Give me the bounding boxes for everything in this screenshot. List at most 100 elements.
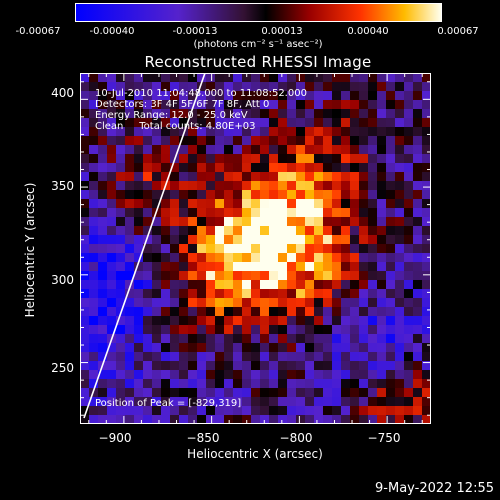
heatmap-cell: [332, 253, 342, 263]
heatmap-cell: [89, 253, 99, 263]
heatmap-cell: [413, 181, 423, 191]
heatmap-cell: [296, 181, 306, 191]
heatmap-cell: [152, 100, 162, 110]
heatmap-cell: [359, 397, 369, 407]
algorithm-counts-annotation: Clean Total counts: 4.80E+03: [95, 121, 256, 132]
heatmap-cell: [107, 298, 117, 308]
heatmap-cell: [89, 334, 99, 344]
heatmap-cell: [125, 271, 135, 281]
heatmap-cell: [377, 415, 387, 424]
heatmap-cell: [170, 118, 180, 128]
heatmap-cell: [395, 406, 405, 416]
heatmap-cell: [341, 154, 351, 164]
heatmap-cell: [260, 73, 270, 83]
heatmap-cell: [107, 217, 117, 227]
heatmap-cell: [386, 190, 396, 200]
heatmap-cell: [350, 406, 360, 416]
heatmap-cell: [395, 352, 405, 362]
heatmap-cell: [242, 208, 252, 218]
heatmap-cell: [179, 289, 189, 299]
heatmap-cell: [206, 415, 216, 424]
heatmap-cell: [341, 91, 351, 101]
heatmap-cell: [116, 163, 126, 173]
heatmap-cell: [161, 82, 171, 92]
heatmap-cell: [341, 397, 351, 407]
heatmap-cell: [143, 181, 153, 191]
heatmap-cell: [233, 118, 243, 128]
heatmap-cell: [242, 334, 252, 344]
heatmap-cell: [80, 298, 90, 308]
heatmap-cell: [359, 316, 369, 326]
heatmap-cell: [251, 379, 261, 389]
heatmap-cell: [287, 271, 297, 281]
heatmap-cell: [413, 163, 423, 173]
heatmap-cell: [161, 298, 171, 308]
heatmap-cell: [125, 388, 135, 398]
heatmap-cell: [215, 289, 225, 299]
heatmap-cell: [215, 127, 225, 137]
heatmap-cell: [404, 316, 414, 326]
heatmap-cell: [269, 262, 279, 272]
heatmap-cell: [206, 244, 216, 254]
heatmap-cell: [170, 100, 180, 110]
heatmap-cell: [134, 343, 144, 353]
heatmap-cell: [251, 307, 261, 317]
heatmap-cell: [224, 352, 234, 362]
heatmap-cell: [278, 334, 288, 344]
heatmap-cell: [107, 415, 117, 424]
heatmap-cell: [359, 73, 369, 83]
heatmap-cell: [125, 415, 135, 424]
heatmap-cell: [116, 406, 126, 416]
heatmap-cell: [332, 370, 342, 380]
heatmap-cell: [386, 271, 396, 281]
heatmap-cell: [359, 361, 369, 371]
heatmap-cell: [296, 199, 306, 209]
heatmap-cell: [332, 316, 342, 326]
heatmap-cell: [233, 172, 243, 182]
heatmap-cell: [341, 217, 351, 227]
heatmap-cell: [350, 379, 360, 389]
heatmap-cell: [215, 226, 225, 236]
heatmap-cell: [107, 145, 117, 155]
heatmap-cell: [125, 334, 135, 344]
heatmap-cell: [251, 190, 261, 200]
heatmap-cell: [206, 208, 216, 218]
heatmap-cell: [422, 298, 431, 308]
heatmap-cell: [251, 352, 261, 362]
heatmap-cell: [323, 145, 333, 155]
heatmap-cell: [260, 163, 270, 173]
heatmap-cell: [170, 145, 180, 155]
heatmap-cell: [305, 154, 315, 164]
heatmap-cell: [341, 253, 351, 263]
heatmap-cell: [242, 271, 252, 281]
heatmap-cell: [152, 190, 162, 200]
heatmap-cell: [107, 199, 117, 209]
heatmap-cell: [215, 190, 225, 200]
heatmap-cell: [170, 397, 180, 407]
heatmap-cell: [98, 280, 108, 290]
heatmap-cell: [350, 91, 360, 101]
heatmap-cell: [179, 406, 189, 416]
heatmap-cell: [215, 415, 225, 424]
heatmap-cell: [305, 388, 315, 398]
heatmap-cell: [98, 343, 108, 353]
heatmap-cell: [323, 262, 333, 272]
heatmap-cell: [260, 325, 270, 335]
heatmap-cell: [242, 154, 252, 164]
heatmap-cell: [125, 244, 135, 254]
heatmap-cell: [89, 118, 99, 128]
heatmap-cell: [107, 82, 117, 92]
heatmap-cell: [251, 226, 261, 236]
heatmap-cell: [413, 145, 423, 155]
heatmap-cell: [188, 190, 198, 200]
heatmap-cell: [179, 217, 189, 227]
heatmap-cell: [215, 118, 225, 128]
heatmap-cell: [413, 325, 423, 335]
heatmap-cell: [422, 361, 431, 371]
heatmap-cell: [404, 379, 414, 389]
heatmap-cell: [413, 172, 423, 182]
heatmap-cell: [224, 118, 234, 128]
heatmap-cell: [386, 226, 396, 236]
heatmap-cell: [341, 235, 351, 245]
heatmap-cell: [350, 100, 360, 110]
